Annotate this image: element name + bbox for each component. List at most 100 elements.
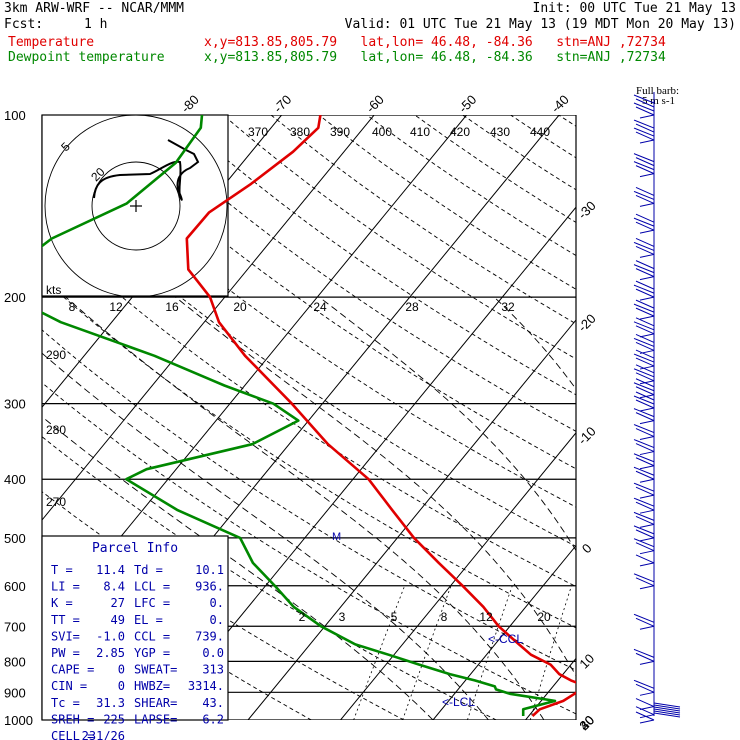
wind-barb bbox=[635, 391, 655, 401]
parcel-info-key: PW = bbox=[51, 646, 80, 660]
temperature-profile bbox=[185, 115, 576, 717]
wind-barb bbox=[633, 153, 655, 163]
dry-adiabat-line bbox=[606, 115, 740, 720]
wind-barb bbox=[653, 702, 681, 708]
mixing-ratio-label: 3 bbox=[339, 610, 346, 624]
wind-barb bbox=[633, 337, 655, 347]
temperature-location: x,y=813.85,805.79 lat,lon= 46.48, -84.36… bbox=[204, 35, 666, 50]
parcel-info-key: LI = bbox=[51, 580, 80, 594]
theta-label: 400 bbox=[372, 125, 392, 139]
parcel-info-key: SHEAR= bbox=[134, 696, 177, 710]
isotherm-tick-label: -30 bbox=[575, 198, 599, 222]
parcel-info-value: 231/26 bbox=[82, 729, 125, 740]
wind-barb bbox=[639, 625, 655, 630]
ccl-marker: <-CCL bbox=[488, 632, 523, 646]
wind-barb bbox=[635, 268, 655, 278]
mixing-ratio-label: 12 bbox=[479, 610, 493, 624]
parcel-info-title: Parcel Info bbox=[92, 541, 178, 556]
pressure-tick-label: 300 bbox=[4, 397, 26, 412]
wind-barb bbox=[633, 525, 655, 535]
isotherm-tick-label: -50 bbox=[455, 92, 479, 116]
mixing-ratio-line bbox=[662, 586, 696, 720]
wind-barb bbox=[635, 333, 655, 343]
pressure-tick-label: 100 bbox=[4, 108, 26, 123]
isotherm-line bbox=[42, 115, 375, 521]
parcel-info-value: 0. bbox=[210, 613, 224, 627]
wind-barb bbox=[635, 341, 655, 351]
mixing-ratio-label: 32 bbox=[501, 300, 515, 314]
pressure-tick-label: 900 bbox=[4, 685, 26, 700]
wind-barb bbox=[639, 333, 655, 338]
parcel-info-value: 2.85 bbox=[96, 646, 125, 660]
parcel-info-value: 0 bbox=[118, 679, 125, 693]
parcel-info-key: CIN = bbox=[51, 679, 87, 693]
wind-barb bbox=[633, 353, 655, 363]
parcel-info-value: 8.4 bbox=[103, 580, 125, 594]
wind-barb bbox=[633, 573, 655, 583]
parcel-info-value: 313 bbox=[202, 663, 224, 677]
wind-barb bbox=[633, 453, 655, 463]
mixing-ratio-label: 8 bbox=[441, 610, 448, 624]
thermo-grid bbox=[42, 115, 740, 720]
moist-adiabat-line bbox=[656, 297, 740, 720]
parcel-info-key: CAPE = bbox=[51, 663, 94, 677]
theta-label: 370 bbox=[248, 125, 268, 139]
wind-barb bbox=[635, 470, 655, 480]
wind-barb bbox=[633, 119, 655, 129]
parcel-info-key: Td = bbox=[134, 563, 163, 577]
dry-adiabat-line bbox=[42, 277, 576, 629]
wind-barb bbox=[635, 245, 655, 255]
isotherm-tick-label: 0 bbox=[579, 541, 595, 557]
wind-barb bbox=[635, 706, 655, 716]
theta-label: 430 bbox=[490, 125, 510, 139]
wind-barb bbox=[635, 307, 655, 317]
wind-barb bbox=[639, 585, 655, 590]
barb-legend-title: Full barb: bbox=[636, 85, 679, 97]
forecast-label: Fcst: bbox=[4, 17, 44, 32]
wind-barb bbox=[635, 194, 655, 204]
wind-barb bbox=[633, 102, 655, 112]
hodograph-outer-ring bbox=[44, 114, 228, 298]
wind-barb bbox=[635, 577, 655, 587]
wind-barb bbox=[633, 241, 655, 251]
hodograph-inner-ring bbox=[91, 161, 181, 251]
wind-barb bbox=[639, 550, 655, 555]
barb-legend-units: 5 m s-1 bbox=[642, 95, 675, 107]
wind-barb bbox=[635, 554, 655, 564]
isotherm-line bbox=[432, 544, 576, 720]
wind-barb bbox=[635, 617, 655, 627]
parcel-info-value: 0. bbox=[210, 596, 224, 610]
pressure-tick-label: 600 bbox=[4, 579, 26, 594]
temperature-legend: Temperature bbox=[8, 35, 95, 50]
model-title: 3km ARW-WRF -- NCAR/MMM bbox=[4, 1, 185, 16]
wind-barb bbox=[635, 683, 655, 693]
wind-barb bbox=[635, 542, 655, 552]
wind-barb bbox=[635, 399, 655, 409]
mixing-ratio-line bbox=[587, 586, 625, 720]
parcel-info-value: 10.1 bbox=[195, 563, 224, 577]
parcel-info-key: SREH = bbox=[51, 712, 94, 726]
wind-barb bbox=[633, 424, 655, 434]
parcel-info-key: K = bbox=[51, 596, 73, 610]
wind-barb bbox=[639, 523, 655, 528]
wind-barb bbox=[635, 221, 655, 231]
wind-barb bbox=[635, 349, 655, 359]
parcel-info-key: LCL = bbox=[134, 580, 170, 594]
wind-barb bbox=[639, 114, 655, 119]
dry-adiabat-line bbox=[270, 115, 576, 325]
wind-barb bbox=[639, 296, 655, 301]
dry-adiabat-line bbox=[414, 115, 576, 223]
wind-barb bbox=[633, 382, 655, 392]
parcel-info-key: CCL = bbox=[134, 629, 170, 643]
forecast-hour: 1 h bbox=[84, 17, 108, 32]
wind-barb bbox=[635, 260, 655, 270]
parcel-info-value: -1.0 bbox=[96, 629, 125, 643]
mixing-ratio-label: 12 bbox=[109, 300, 123, 314]
wind-barb bbox=[639, 315, 655, 320]
pressure-tick-label: 800 bbox=[4, 654, 26, 669]
init-time: Init: 00 UTC Tue 21 May 13 bbox=[532, 1, 737, 16]
dry-adiabat-line bbox=[42, 436, 497, 720]
parcel-info-value: 739. bbox=[195, 629, 224, 643]
parcel-info-key: HWBZ= bbox=[134, 679, 170, 693]
